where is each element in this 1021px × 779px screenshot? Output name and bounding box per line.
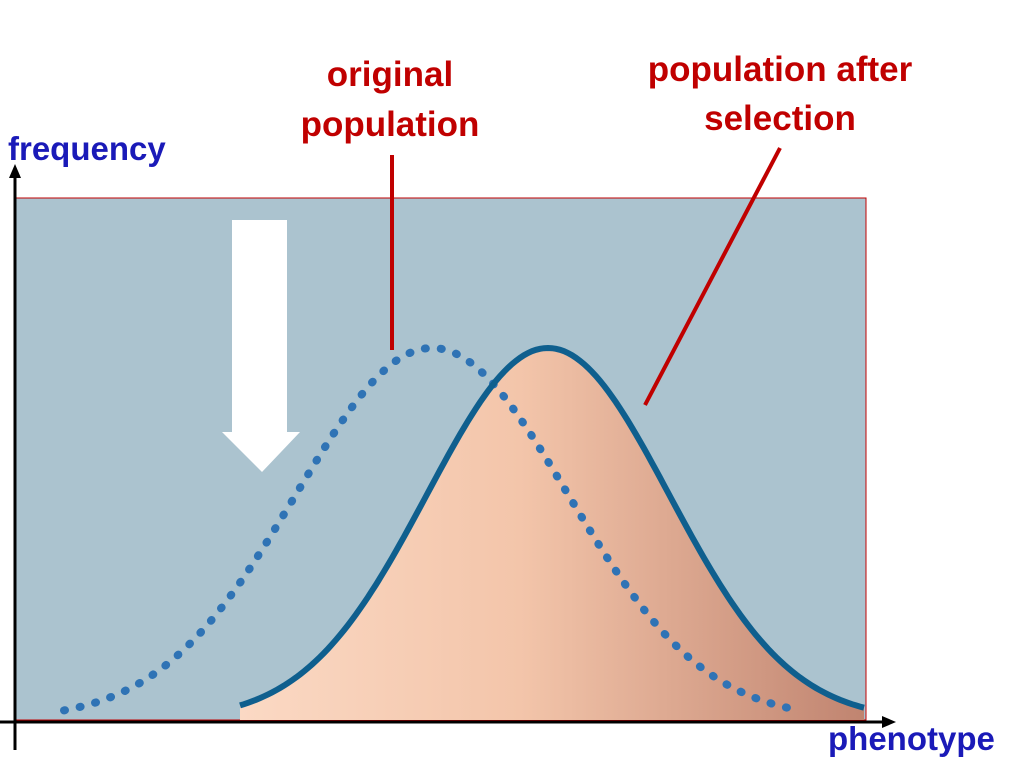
selection-arrow [222, 220, 300, 472]
y-arrowhead [9, 164, 21, 178]
label: original [327, 55, 453, 94]
selected-curve [239, 344, 865, 711]
x-axis-label: phenotype [828, 720, 995, 757]
pointer-line [643, 147, 782, 406]
label: population [301, 105, 480, 144]
original-curve [60, 343, 804, 715]
y-axis-label: frequency [8, 130, 166, 167]
label: selection [704, 99, 856, 138]
x-arrowhead [882, 716, 896, 728]
label: population after [648, 50, 913, 89]
selected-area [240, 348, 864, 720]
